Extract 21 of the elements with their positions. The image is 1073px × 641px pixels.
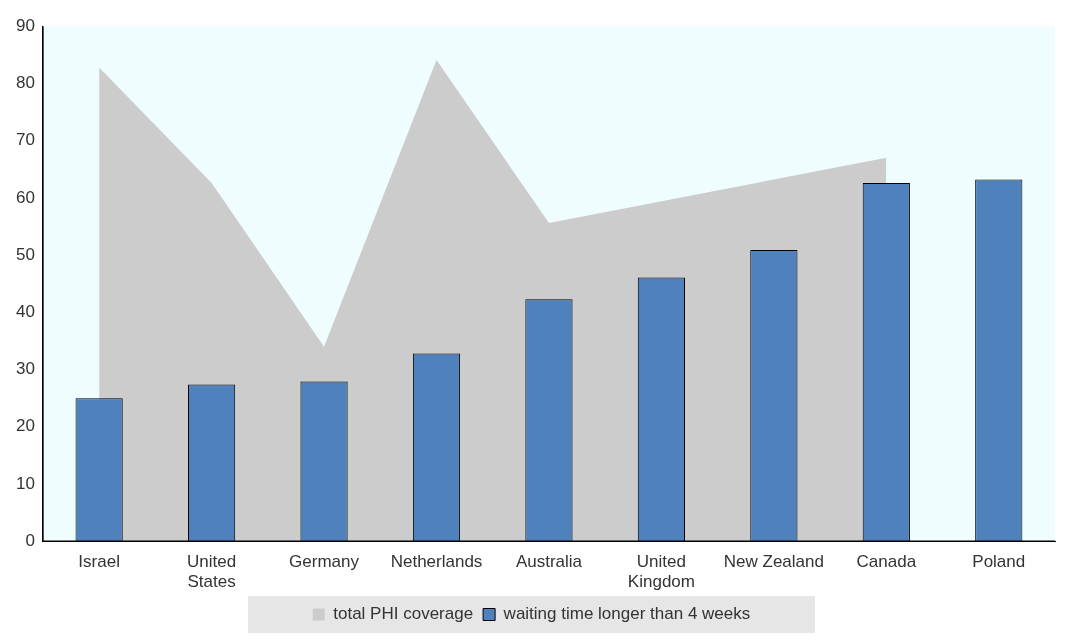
y-tick-label: 20 — [15, 416, 35, 436]
legend-label: waiting time longer than 4 weeks — [502, 604, 751, 624]
y-tick-label: 60 — [15, 187, 35, 207]
y-tick-label: 0 — [25, 530, 35, 550]
y-tick-label: 50 — [15, 244, 35, 264]
x-tick-label: United Kingdom — [627, 552, 695, 592]
y-tick-label: 70 — [15, 130, 35, 150]
x-tick-label: Germany — [289, 552, 360, 572]
y-tick-label: 10 — [15, 473, 35, 493]
x-tick-label: New Zealand — [723, 552, 824, 572]
y-tick-label: 30 — [15, 359, 35, 379]
x-tick-label: Poland — [972, 552, 1026, 572]
x-tick-label: Netherlands — [390, 552, 483, 572]
x-tick-label: Canada — [856, 552, 917, 572]
x-tick-label: Australia — [515, 552, 583, 572]
y-tick-label: 90 — [15, 15, 35, 35]
legend-label: total PHI coverage — [333, 604, 474, 624]
x-tick-label: Israel — [78, 552, 120, 572]
x-tick-label: United States — [187, 552, 237, 592]
y-tick-label: 80 — [15, 73, 35, 93]
y-tick-label: 40 — [15, 302, 35, 321]
